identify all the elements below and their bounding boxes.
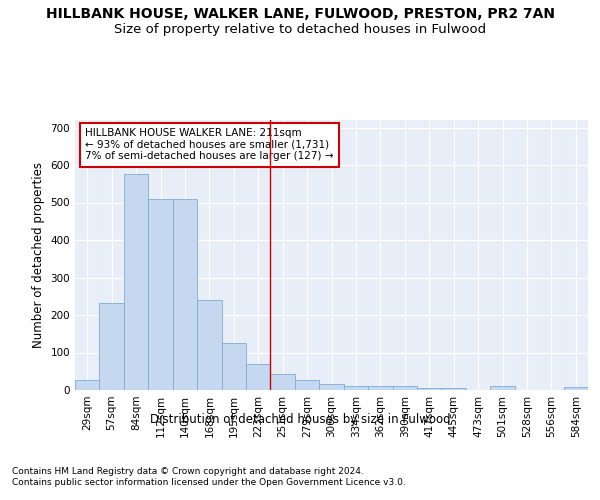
Text: HILLBANK HOUSE, WALKER LANE, FULWOOD, PRESTON, PR2 7AN: HILLBANK HOUSE, WALKER LANE, FULWOOD, PR… xyxy=(46,8,554,22)
Y-axis label: Number of detached properties: Number of detached properties xyxy=(32,162,45,348)
Bar xyxy=(563,387,588,390)
Bar xyxy=(295,380,319,390)
Bar xyxy=(392,386,417,390)
Bar xyxy=(319,384,344,390)
Bar xyxy=(221,343,246,390)
Bar xyxy=(173,198,197,390)
Bar xyxy=(490,386,515,390)
Bar xyxy=(442,388,466,390)
Bar xyxy=(368,386,392,390)
Text: Distribution of detached houses by size in Fulwood: Distribution of detached houses by size … xyxy=(149,412,451,426)
Bar xyxy=(271,374,295,390)
Bar xyxy=(246,364,271,390)
Text: Size of property relative to detached houses in Fulwood: Size of property relative to detached ho… xyxy=(114,22,486,36)
Bar xyxy=(75,380,100,390)
Text: Contains HM Land Registry data © Crown copyright and database right 2024.
Contai: Contains HM Land Registry data © Crown c… xyxy=(12,468,406,487)
Text: HILLBANK HOUSE WALKER LANE: 211sqm
← 93% of detached houses are smaller (1,731)
: HILLBANK HOUSE WALKER LANE: 211sqm ← 93%… xyxy=(85,128,334,162)
Bar xyxy=(124,174,148,390)
Bar xyxy=(197,300,221,390)
Bar xyxy=(148,198,173,390)
Bar xyxy=(344,386,368,390)
Bar xyxy=(100,304,124,390)
Bar xyxy=(417,388,442,390)
